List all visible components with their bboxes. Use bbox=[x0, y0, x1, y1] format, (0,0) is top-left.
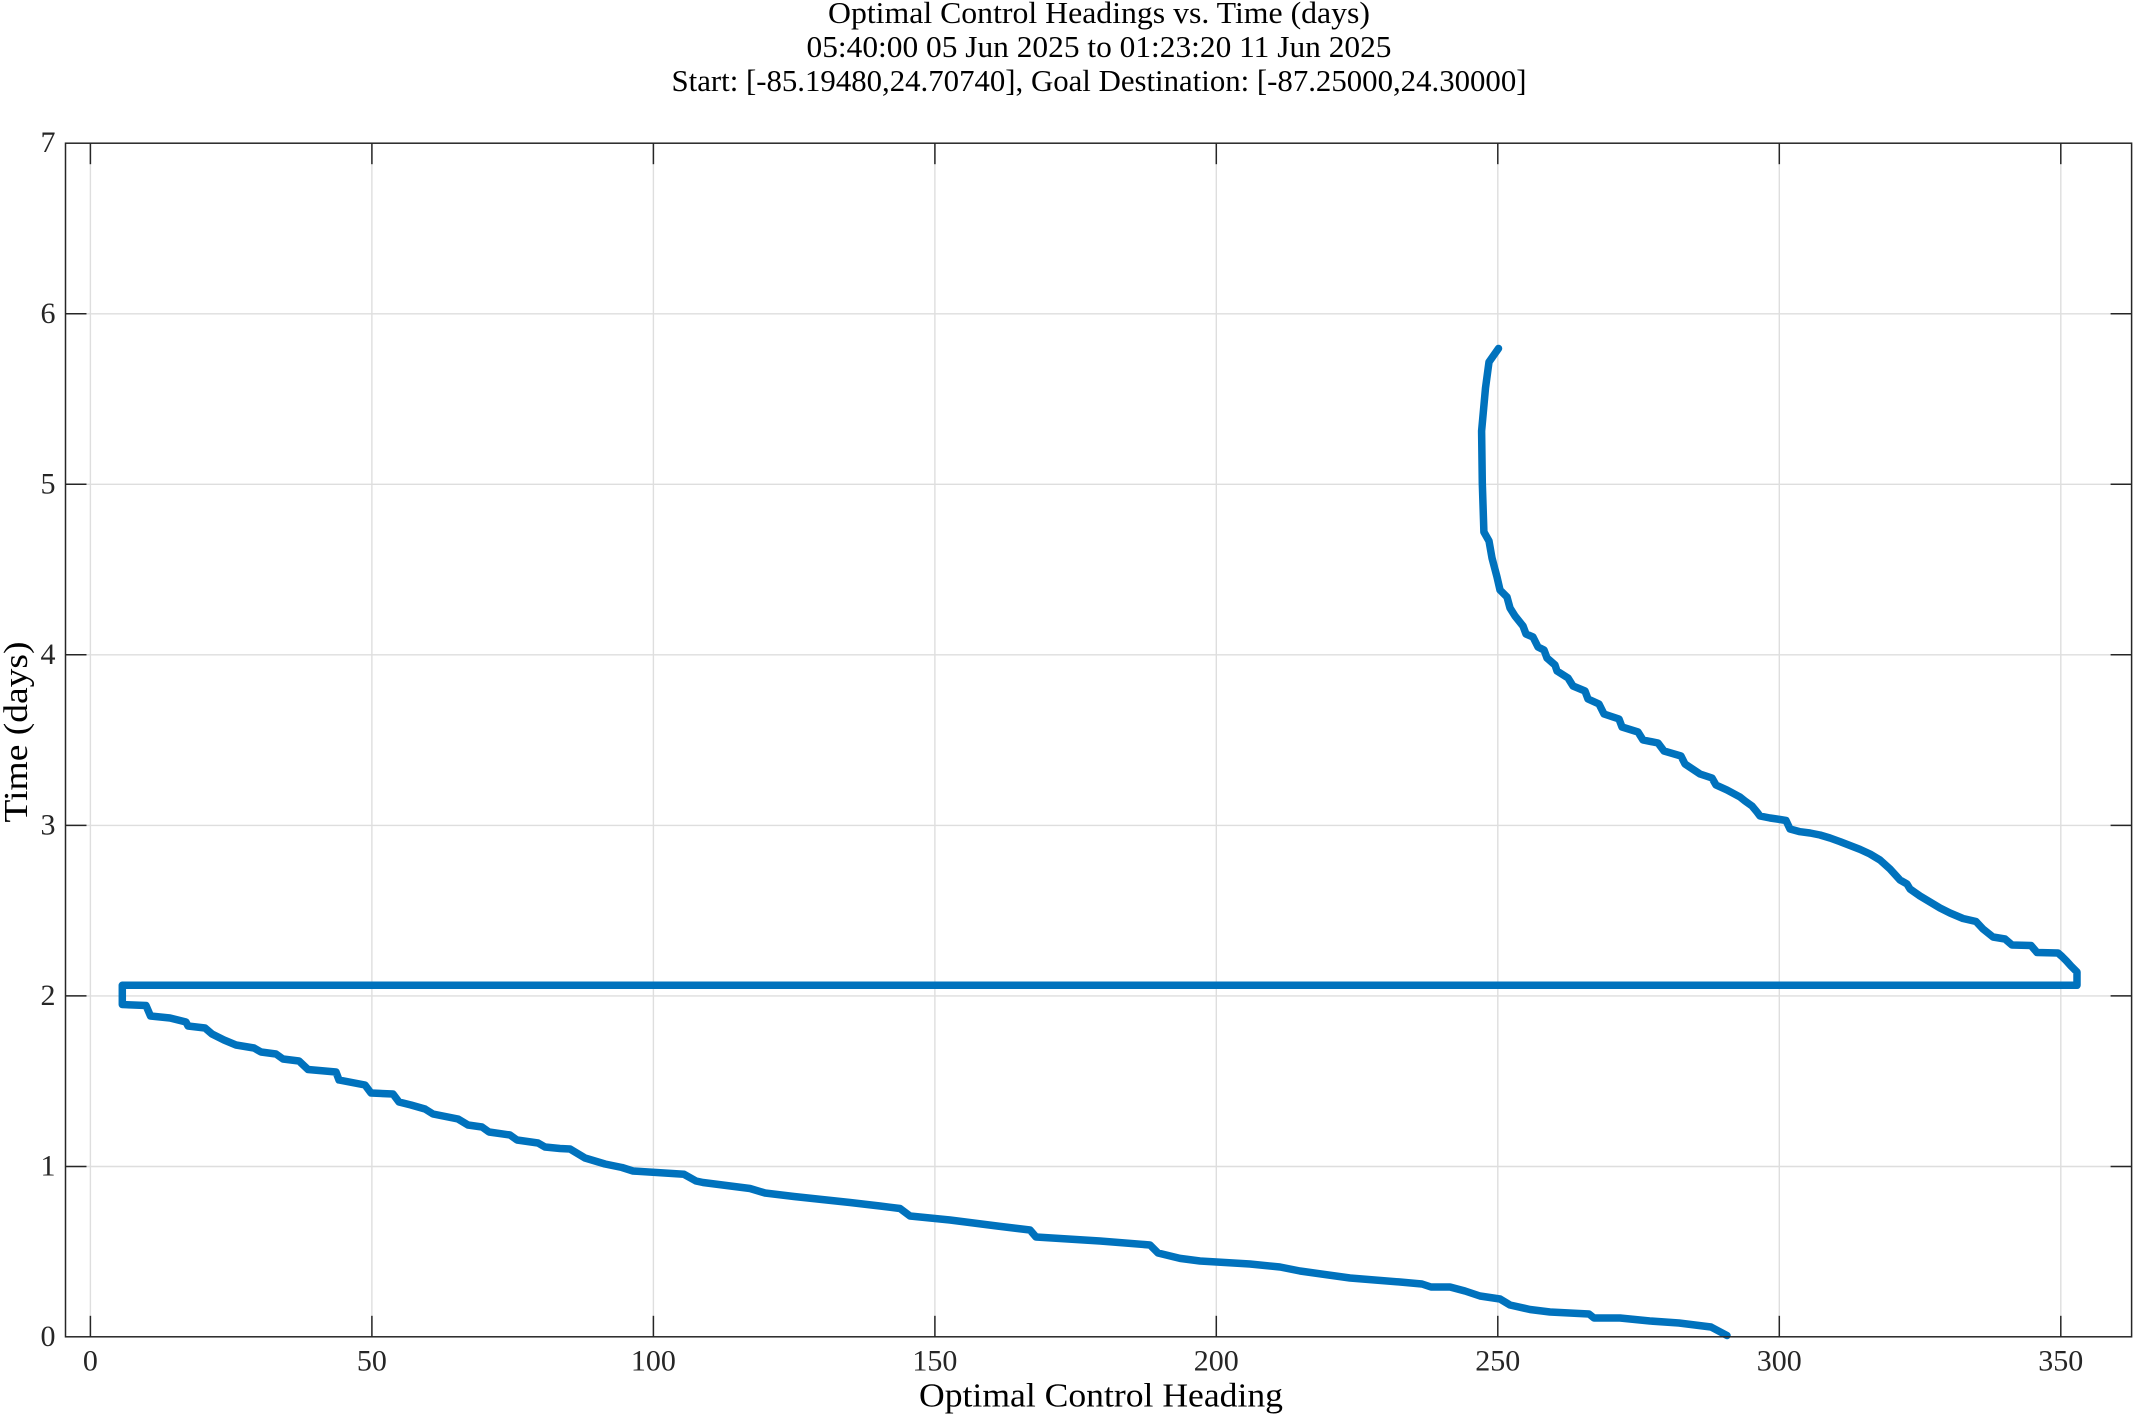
svg-text:6: 6 bbox=[41, 297, 56, 330]
svg-text:150: 150 bbox=[912, 1345, 957, 1378]
svg-text:200: 200 bbox=[1194, 1345, 1239, 1378]
svg-text:1: 1 bbox=[41, 1150, 56, 1183]
svg-text:350: 350 bbox=[2038, 1345, 2083, 1378]
svg-text:5: 5 bbox=[41, 467, 56, 500]
svg-text:50: 50 bbox=[357, 1345, 387, 1378]
svg-text:7: 7 bbox=[41, 126, 56, 159]
svg-text:05:40:00 05 Jun 2025 to 01:23:: 05:40:00 05 Jun 2025 to 01:23:20 11 Jun … bbox=[807, 29, 1392, 64]
svg-text:Optimal Control Heading: Optimal Control Heading bbox=[919, 1378, 1283, 1414]
svg-text:250: 250 bbox=[1475, 1345, 1520, 1378]
svg-text:0: 0 bbox=[83, 1345, 98, 1378]
svg-text:2: 2 bbox=[41, 979, 56, 1012]
svg-text:4: 4 bbox=[41, 638, 56, 671]
svg-text:300: 300 bbox=[1757, 1345, 1802, 1378]
svg-text:Optimal Control Headings vs. T: Optimal Control Headings vs. Time (days) bbox=[828, 0, 1370, 30]
svg-text:Start: [-85.19480,24.70740], G: Start: [-85.19480,24.70740], Goal Destin… bbox=[672, 63, 1527, 98]
svg-text:3: 3 bbox=[41, 808, 56, 841]
svg-text:Time (days): Time (days) bbox=[0, 642, 35, 823]
svg-text:100: 100 bbox=[631, 1345, 676, 1378]
svg-text:0: 0 bbox=[41, 1320, 56, 1353]
